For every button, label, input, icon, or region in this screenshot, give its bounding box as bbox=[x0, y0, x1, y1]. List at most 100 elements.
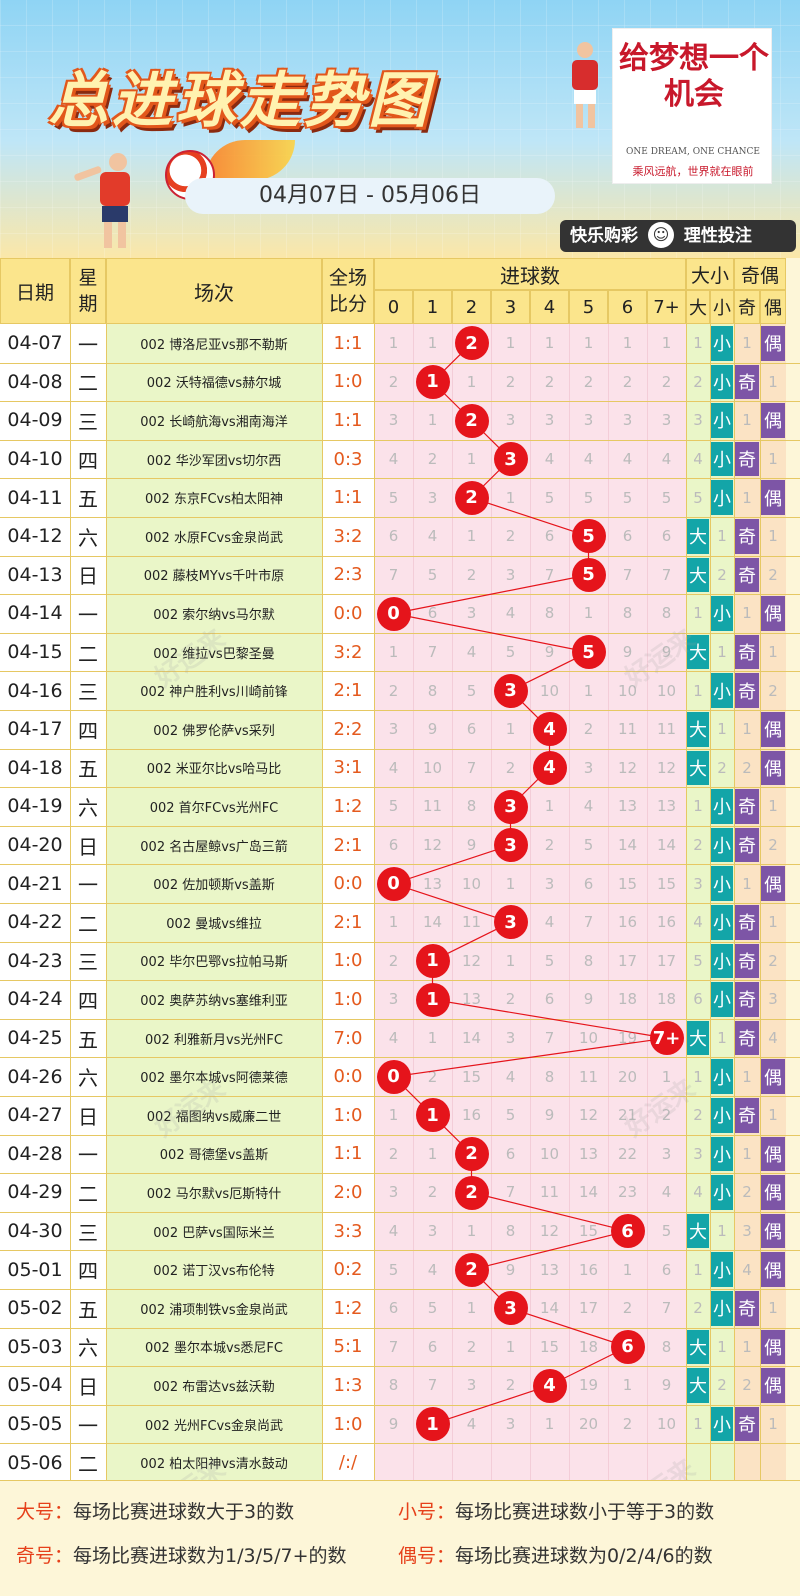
goal-count: 6 bbox=[427, 1337, 438, 1356]
goal-ball-marker: 1 bbox=[415, 943, 450, 978]
goal-count: 10 bbox=[578, 1029, 599, 1048]
row-date: 05-01 bbox=[7, 1258, 63, 1281]
parity-count: 2 bbox=[742, 1183, 752, 1202]
size-tag: 小 bbox=[711, 866, 733, 901]
goal-count: 1 bbox=[505, 874, 516, 893]
goal-count: 2 bbox=[622, 1299, 633, 1318]
goal-count: 9 bbox=[544, 643, 555, 662]
row-date: 04-16 bbox=[7, 679, 63, 702]
parity-count: 2 bbox=[768, 836, 778, 855]
header-parity-col: 奇 bbox=[734, 290, 760, 324]
goal-count: 7 bbox=[544, 1029, 555, 1048]
size-tag: 小 bbox=[711, 1175, 733, 1210]
parity-tag: 奇 bbox=[735, 441, 759, 477]
row-wk: 三 bbox=[78, 1220, 98, 1245]
goal-count: 1 bbox=[505, 488, 516, 507]
row-wk: 四 bbox=[78, 988, 98, 1013]
size-count: 4 bbox=[693, 450, 703, 469]
goal-count: 8 bbox=[505, 1222, 516, 1241]
row-score: 1:3 bbox=[333, 1374, 363, 1396]
goal-count: 16 bbox=[578, 1260, 599, 1279]
goal-count: 1 bbox=[466, 527, 477, 546]
goal-count: 1 bbox=[583, 604, 594, 623]
goal-count: 9 bbox=[388, 1415, 399, 1434]
parity-tag: 偶 bbox=[761, 1329, 785, 1365]
row-divider bbox=[0, 1443, 800, 1445]
header-date: 日期 bbox=[0, 258, 70, 324]
goal-count: 14 bbox=[461, 1029, 482, 1048]
row-divider bbox=[0, 517, 800, 518]
row-divider bbox=[0, 555, 800, 557]
row-wk: 二 bbox=[78, 1181, 98, 1206]
parity-tag: 奇 bbox=[735, 364, 759, 400]
row-score: 3:2 bbox=[333, 641, 363, 663]
goal-count: 4 bbox=[661, 450, 672, 469]
goal-count: 5 bbox=[583, 836, 594, 855]
goal-count: 2 bbox=[388, 951, 399, 970]
goal-count: 23 bbox=[617, 1183, 638, 1202]
parity-tag: 奇 bbox=[735, 1406, 759, 1442]
size-tag: 小 bbox=[711, 1098, 733, 1133]
size-tag: 小 bbox=[711, 789, 733, 824]
row-date: 05-02 bbox=[7, 1297, 63, 1320]
goal-count: 9 bbox=[544, 1106, 555, 1125]
row-match: 002 华沙军团vs切尔西 bbox=[146, 453, 282, 469]
row-wk: 四 bbox=[78, 448, 98, 473]
goal-count: 1 bbox=[505, 720, 516, 739]
goal-count: 9 bbox=[661, 1376, 672, 1395]
goal-count: 8 bbox=[544, 1067, 555, 1086]
goal-count: 15 bbox=[656, 874, 677, 893]
legend-odd-text: 每场比赛进球数为1/3/5/7+的数 bbox=[73, 1545, 347, 1567]
goal-count: 2 bbox=[505, 758, 516, 777]
goal-count: 6 bbox=[622, 527, 633, 546]
size-tag: 大 bbox=[687, 1329, 709, 1365]
row-score: 1:1 bbox=[333, 487, 363, 509]
goal-count: 2 bbox=[544, 372, 555, 391]
goal-count: 3 bbox=[544, 874, 555, 893]
striker-illustration bbox=[572, 42, 598, 128]
size-tag: 小 bbox=[711, 943, 733, 979]
goal-count: 7 bbox=[388, 565, 399, 584]
size-tag: 小 bbox=[711, 441, 733, 477]
size-tag: 小 bbox=[711, 1406, 733, 1442]
goal-ball-marker: 6 bbox=[610, 1214, 645, 1249]
row-wk: 五 bbox=[78, 487, 98, 512]
row-divider bbox=[0, 362, 800, 364]
goal-count: 5 bbox=[505, 1106, 516, 1125]
parity-tag: 偶 bbox=[761, 1368, 785, 1403]
size-count: 1 bbox=[717, 643, 727, 662]
row-match: 002 名古屋鲸vs广岛三箭 bbox=[140, 839, 288, 855]
goal-count: 2 bbox=[622, 1415, 633, 1434]
row-date: 04-30 bbox=[7, 1220, 63, 1243]
goal-count: 2 bbox=[466, 565, 477, 584]
row-date: 04-10 bbox=[7, 448, 63, 471]
goal-count: 6 bbox=[661, 527, 672, 546]
row-divider bbox=[0, 671, 800, 673]
row-date: 04-13 bbox=[7, 563, 63, 586]
goal-count: 8 bbox=[388, 1376, 399, 1395]
row-wk: 一 bbox=[78, 873, 98, 898]
row-date: 05-05 bbox=[7, 1413, 63, 1436]
goal-count: 10 bbox=[461, 874, 482, 893]
goal-count: 1 bbox=[427, 1144, 438, 1163]
row-divider bbox=[0, 1173, 800, 1175]
legend-footer: 大号：每场比赛进球数大于3的数 小号：每场比赛进球数小于等于3的数 奇号：每场比… bbox=[0, 1480, 800, 1596]
goal-count: 5 bbox=[583, 488, 594, 507]
size-tag: 大 bbox=[687, 557, 709, 593]
row-score: 2:2 bbox=[333, 718, 363, 740]
goal-count: 7 bbox=[466, 758, 477, 777]
goal-count: 4 bbox=[583, 797, 594, 816]
row-wk: 五 bbox=[78, 1027, 98, 1052]
goal-count: 16 bbox=[656, 913, 677, 932]
row-date: 04-19 bbox=[7, 795, 63, 818]
row-date: 05-04 bbox=[7, 1374, 63, 1397]
goal-count: 8 bbox=[544, 604, 555, 623]
row-match: 002 维拉vs巴黎圣曼 bbox=[153, 646, 275, 662]
parity-count: 1 bbox=[768, 1299, 778, 1318]
goal-count: 2 bbox=[622, 372, 633, 391]
goal-count: 7 bbox=[505, 1183, 516, 1202]
parity-tag: 偶 bbox=[761, 1252, 785, 1287]
parity-tag: 奇 bbox=[735, 1098, 759, 1133]
slogan-right: 理性投注 bbox=[683, 226, 752, 246]
goal-count: 4 bbox=[544, 450, 555, 469]
